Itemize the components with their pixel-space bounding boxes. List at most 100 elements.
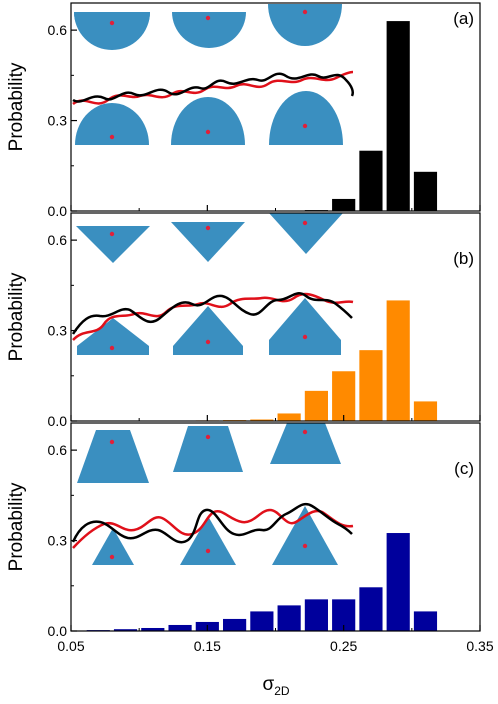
black-chain: [72, 72, 354, 103]
bar: [359, 350, 383, 421]
x-ticks-a: [70, 205, 481, 211]
red-dot: [302, 334, 308, 340]
semicircle-shape: [171, 97, 245, 145]
red-dot: [302, 9, 308, 15]
semicircle-shape: [268, 4, 342, 46]
red-dot: [205, 15, 211, 21]
black-chain: [71, 502, 353, 544]
red-dot: [109, 231, 115, 237]
red-dot: [109, 345, 115, 351]
semicircle-shape: [269, 91, 343, 145]
panel-label-c: (c): [454, 459, 474, 478]
y-tick-label: 0.3: [48, 113, 68, 129]
x-axis-title-sub: 2D: [274, 684, 290, 698]
plot-frame-b: [70, 212, 481, 422]
red-dot: [205, 548, 211, 554]
bar: [359, 587, 383, 631]
bar: [223, 618, 247, 631]
x-tick-label: 0.25: [330, 638, 357, 654]
y-tick-label: 0.3: [48, 533, 68, 549]
red-dot: [109, 20, 115, 26]
inset-illustration-b: [71, 213, 354, 355]
diamond-shape: [76, 226, 150, 263]
y-axis-title-c: Probability: [6, 482, 27, 571]
inset-illustration-a: [72, 4, 354, 145]
triangle-shape: [180, 516, 236, 565]
bar: [413, 611, 438, 631]
semicircle-shape: [75, 103, 149, 145]
x-ticks-b: [70, 415, 481, 421]
bar: [359, 150, 383, 211]
bar: [277, 605, 301, 631]
trapezoid-shape: [77, 430, 149, 483]
x-ticks-c: [70, 625, 481, 631]
diamond-shape: [269, 213, 343, 254]
bar: [386, 300, 410, 421]
y-ticks-a: 0.0 0.3 0.6: [48, 22, 77, 219]
x-tick-labels: 0.05 0.15 0.25 0.35: [57, 638, 493, 654]
panel-c: 0.0 0.3 0.6 (c) Probability: [6, 422, 481, 639]
triangle-shape: [92, 528, 134, 565]
y-axis-title-b: Probability: [6, 272, 27, 361]
panel-b: 0.0 0.3 0.6 (b) Probability: [6, 212, 481, 429]
bar: [413, 171, 438, 211]
inset-illustration-c: [71, 423, 354, 565]
bar: [168, 624, 192, 631]
bar: [141, 627, 165, 631]
bar: [304, 599, 328, 631]
red-dot: [109, 439, 115, 445]
red-dot: [109, 134, 115, 140]
y-tick-label: 0.6: [48, 22, 68, 38]
y-ticks-b: 0.0 0.3 0.6: [48, 232, 77, 429]
y-tick-label: 0.0: [48, 623, 68, 639]
panel-label-b: (b): [453, 249, 474, 268]
red-dot: [302, 220, 308, 226]
diamond-shape: [269, 298, 341, 355]
x-tick-label: 0.05: [57, 638, 84, 654]
red-dot: [302, 123, 308, 129]
panel-a: 0.0 0.3 0.6 (a) Probability: [6, 2, 481, 219]
diamond-shape: [171, 222, 245, 262]
trapezoid-shape: [270, 423, 341, 464]
red-chain: [72, 70, 354, 106]
y-axis-title-a: Probability: [6, 62, 27, 151]
x-tick-label: 0.15: [194, 638, 221, 654]
diamond-shape: [173, 306, 243, 355]
bar: [250, 611, 274, 631]
bar: [332, 599, 356, 631]
red-dot: [302, 429, 308, 435]
y-tick-label: 0.3: [48, 323, 68, 339]
red-dot: [205, 129, 211, 135]
y-tick-label: 0.0: [48, 413, 68, 429]
bars-b: [86, 300, 438, 422]
bars-c: [86, 533, 438, 631]
x-axis-title: σ2D: [262, 674, 289, 698]
semicircle-shape: [172, 12, 246, 48]
trapezoid-shape: [173, 426, 243, 472]
bar: [113, 629, 138, 631]
semicircle-shape: [74, 12, 150, 48]
triangle-shape: [272, 506, 338, 565]
bar: [277, 413, 301, 421]
panel-label-a: (a): [453, 9, 474, 28]
y-tick-label: 0.6: [48, 232, 68, 248]
diamond-shape: [77, 318, 149, 355]
x-tick-label: 0.35: [466, 638, 493, 654]
bar: [250, 419, 274, 421]
bar: [413, 401, 438, 421]
y-tick-label: 0.6: [48, 442, 68, 458]
y-tick-label: 0.0: [48, 203, 68, 219]
red-dot: [205, 339, 211, 345]
bar: [332, 198, 356, 211]
bar: [386, 533, 410, 631]
black-chain: [71, 292, 353, 335]
bars-a: [304, 21, 438, 212]
red-dot: [205, 225, 211, 231]
red-dot: [302, 543, 308, 549]
red-dot: [205, 434, 211, 440]
bar: [386, 21, 410, 212]
x-axis-title-main: σ: [262, 674, 274, 695]
y-ticks-c: 0.0 0.3 0.6: [48, 442, 77, 639]
bar: [332, 371, 356, 421]
